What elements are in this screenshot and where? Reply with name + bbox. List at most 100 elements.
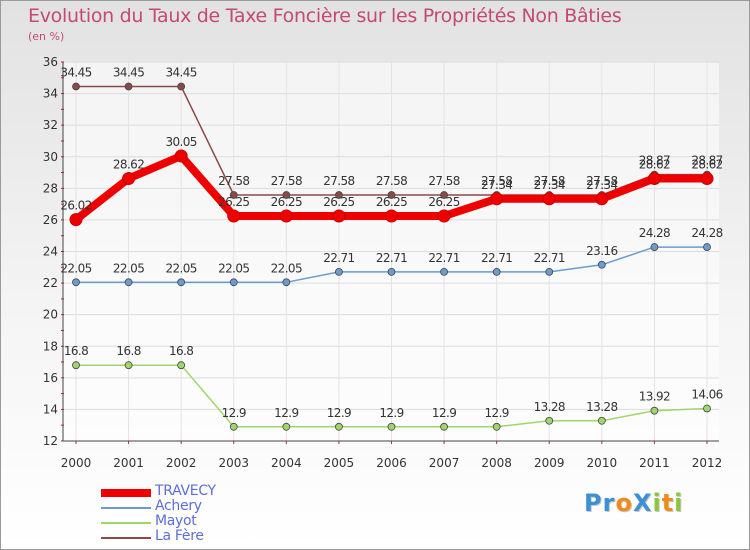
legend-swatch-achery: [101, 507, 151, 509]
x-tick-label: 2000: [61, 456, 92, 470]
y-tick-label: 18: [43, 339, 58, 353]
data-point-mayot: [229, 422, 238, 431]
data-point-travecy: [122, 172, 136, 186]
data-label-la-f-re: 27.58: [428, 174, 459, 188]
data-label-la-f-re: 27.58: [218, 174, 249, 188]
data-label-mayot: 12.9: [327, 406, 351, 420]
x-tick-label: 2005: [324, 456, 355, 470]
y-tick-label: 22: [43, 276, 58, 290]
logo-letter: i: [674, 489, 684, 517]
data-point-achery: [440, 267, 448, 276]
x-tick-label: 2002: [166, 456, 197, 470]
data-point-la-f-re: [229, 191, 238, 199]
y-tick-label: 24: [43, 245, 58, 259]
logo-letter: o: [615, 489, 633, 517]
proxiti-logo: ProXiti: [584, 489, 683, 517]
x-tick-label: 2008: [481, 456, 512, 470]
data-label-travecy: 27.34: [534, 178, 565, 192]
data-point-mayot: [387, 422, 396, 431]
data-label-achery: 22.71: [323, 251, 354, 265]
data-label-la-f-re: 34.45: [165, 65, 196, 79]
data-point-mayot: [177, 361, 186, 370]
data-label-achery: 22.05: [113, 261, 144, 275]
logo-letter: P: [584, 489, 603, 517]
logo-letter: t: [661, 489, 675, 517]
data-point-achery: [229, 278, 238, 287]
data-label-travecy: 26.25: [218, 195, 249, 209]
logo-letter: r: [602, 489, 616, 517]
chart-title: Evolution du Taux de Taxe Foncière sur l…: [28, 5, 622, 27]
data-point-mayot: [597, 416, 606, 425]
data-label-achery: 23.16: [586, 244, 617, 258]
data-label-mayot: 13.28: [586, 400, 617, 414]
y-tick-label: 30: [43, 150, 58, 164]
data-label-achery: 22.05: [60, 261, 91, 275]
data-point-la-f-re: [335, 191, 343, 199]
data-point-achery: [703, 243, 711, 251]
data-label-achery: 22.71: [534, 251, 565, 265]
data-point-travecy: [279, 209, 293, 223]
data-label-mayot: 12.9: [274, 406, 298, 420]
data-label-la-f-re: 27.58: [481, 174, 512, 188]
y-tick-label: 16: [43, 371, 58, 385]
data-label-la-f-re: 27.58: [323, 174, 354, 188]
data-point-travecy: [490, 192, 504, 206]
data-label-travecy: 30.05: [165, 135, 196, 149]
data-point-la-f-re: [177, 82, 186, 91]
x-tick-label: 2004: [271, 456, 302, 470]
y-tick-label: 14: [43, 402, 58, 416]
data-point-achery: [124, 278, 133, 287]
data-point-achery: [387, 267, 396, 276]
data-label-achery: 22.05: [271, 261, 302, 275]
data-point-travecy: [437, 209, 451, 223]
data-label-mayot: 12.9: [222, 406, 246, 420]
data-label-travecy: 26.02: [60, 199, 91, 213]
legend-swatch-mayot: [101, 522, 151, 524]
data-point-achery: [545, 267, 554, 276]
data-point-achery: [335, 267, 343, 276]
data-point-travecy: [647, 172, 661, 186]
data-label-la-f-re: 27.58: [271, 174, 302, 188]
data-label-achery: 22.71: [428, 251, 459, 265]
y-tick-label: 36: [43, 55, 58, 69]
data-label-la-f-re: 34.45: [113, 65, 144, 79]
data-point-mayot: [703, 404, 711, 413]
data-label-achery: 24.28: [639, 226, 670, 240]
data-point-achery: [597, 260, 606, 269]
legend-label-travecy: TRAVECY: [155, 483, 216, 499]
x-tick-label: 2003: [218, 456, 249, 470]
data-point-travecy: [227, 209, 241, 223]
data-label-la-f-re: 27.58: [586, 174, 617, 188]
data-point-mayot: [335, 422, 343, 431]
data-label-mayot: 16.8: [169, 344, 193, 358]
data-label-mayot: 12.9: [432, 406, 456, 420]
y-tick-label: 32: [43, 118, 58, 132]
data-point-achery: [282, 278, 291, 287]
y-tick-label: 26: [43, 213, 58, 227]
data-point-mayot: [440, 422, 448, 431]
y-tick-label: 28: [43, 181, 58, 195]
data-label-mayot: 14.06: [691, 387, 722, 401]
x-tick-label: 2011: [639, 456, 670, 470]
data-label-achery: 22.05: [165, 261, 196, 275]
x-tick-label: 2006: [376, 456, 407, 470]
x-tick-label: 2001: [113, 456, 144, 470]
data-point-travecy: [69, 213, 83, 227]
data-label-achery: 22.71: [376, 251, 407, 265]
data-point-travecy: [700, 172, 714, 186]
chart-subtitle: (en %): [28, 30, 65, 43]
data-point-achery: [650, 243, 659, 251]
data-label-travecy: 26.25: [376, 195, 407, 209]
data-point-travecy: [595, 192, 609, 206]
data-label-travecy: 26.25: [428, 195, 459, 209]
data-label-mayot: 13.28: [534, 400, 565, 414]
data-label-la-f-re: 28.87: [691, 154, 722, 168]
logo-letter: i: [652, 489, 662, 517]
y-tick-label: 34: [43, 87, 58, 101]
data-point-travecy: [174, 149, 188, 163]
data-point-la-f-re: [440, 191, 448, 199]
legend-swatch-la-f-re: [101, 537, 151, 539]
data-label-travecy: 26.25: [323, 195, 354, 209]
data-point-la-f-re: [387, 191, 396, 199]
